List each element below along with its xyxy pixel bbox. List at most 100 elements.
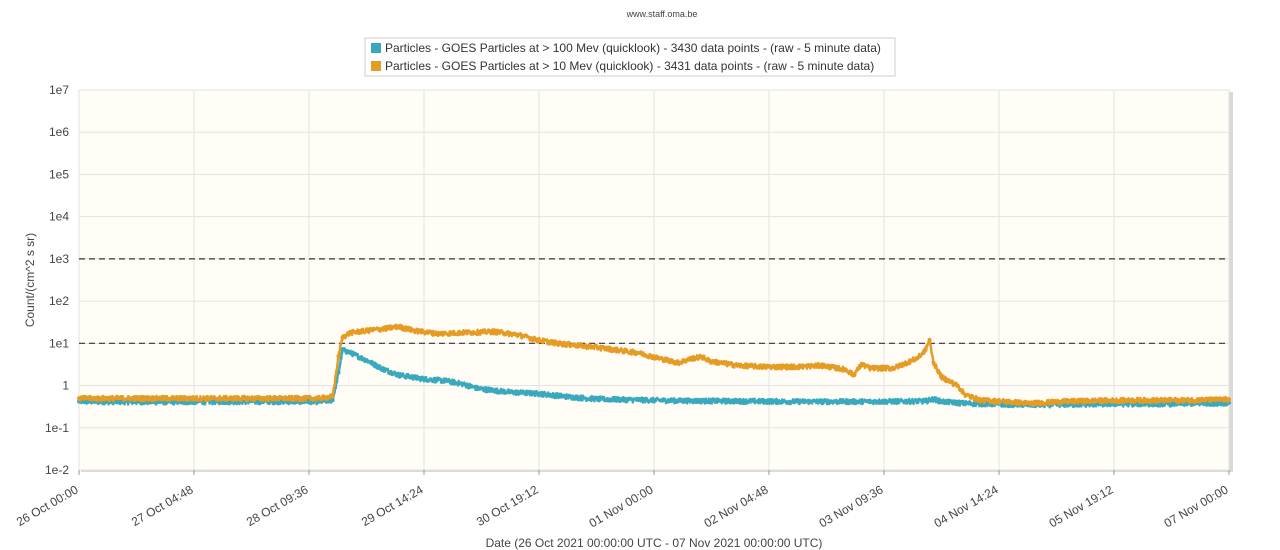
series-1-point-45 bbox=[1095, 398, 1100, 403]
y-tick-label-1e1: 1e1 bbox=[49, 336, 69, 350]
series-0-point-22 bbox=[795, 399, 800, 404]
y-tick-label-1e5: 1e5 bbox=[49, 167, 69, 181]
x-tick-label-10: 07 Nov 00:00 bbox=[1162, 482, 1231, 530]
series-0-point-19 bbox=[636, 397, 640, 402]
series-0-point-20 bbox=[676, 398, 680, 403]
series-0-point-8 bbox=[364, 358, 369, 363]
x-tick-label-9: 05 Nov 19:12 bbox=[1047, 482, 1116, 530]
x-tick-label-1: 27 Oct 04:48 bbox=[129, 482, 196, 529]
series-1-point-28 bbox=[819, 363, 824, 368]
series-1-point-17 bbox=[556, 341, 561, 346]
series-1-point-16 bbox=[536, 338, 541, 342]
series-1-point-14 bbox=[492, 329, 497, 334]
series-1-point-22 bbox=[691, 356, 696, 360]
y-axis-title: Count/(cm^2 s sr) bbox=[23, 233, 37, 327]
series-1-point-34 bbox=[915, 356, 920, 360]
x-tick-label-2: 28 Oct 09:36 bbox=[244, 482, 311, 529]
series-0-point-1 bbox=[156, 399, 161, 404]
x-tick-label-0: 26 Oct 00:00 bbox=[14, 482, 81, 529]
series-0-point-13 bbox=[460, 381, 465, 386]
series-0-point-14 bbox=[476, 386, 481, 391]
legend-label-100mev[interactable]: Particles - GOES Particles at > 100 Mev … bbox=[385, 41, 881, 55]
series-1-point-44 bbox=[1059, 399, 1064, 404]
series-1-point-31 bbox=[859, 362, 864, 367]
series-1-point-9 bbox=[380, 326, 385, 331]
series-1-point-20 bbox=[656, 356, 660, 360]
x-tick-label-5: 01 Nov 00:00 bbox=[587, 482, 656, 530]
series-1-point-43 bbox=[1027, 401, 1032, 406]
series-1-point-32 bbox=[867, 366, 872, 370]
series-0-point-23 bbox=[875, 399, 880, 404]
series-1-point-47 bbox=[1175, 398, 1180, 403]
series-1-point-7 bbox=[348, 330, 353, 335]
series-1-point-27 bbox=[795, 364, 800, 369]
series-1-point-8 bbox=[364, 328, 369, 333]
series-1-point-6 bbox=[340, 335, 345, 340]
series-1-point-48 bbox=[1227, 397, 1231, 402]
y-tick-label-1e4: 1e4 bbox=[49, 210, 69, 224]
legend-swatch-100mev[interactable] bbox=[371, 43, 381, 53]
series-1-point-35 bbox=[923, 347, 928, 352]
series-1-point-10 bbox=[396, 324, 401, 329]
series-0-point-17 bbox=[564, 394, 569, 399]
series-1-point-41 bbox=[979, 398, 984, 403]
series-1-point-1 bbox=[156, 396, 161, 401]
series-1-point-36 bbox=[927, 338, 932, 342]
series-0-point-15 bbox=[508, 390, 513, 395]
series-1-point-0 bbox=[77, 396, 81, 401]
series-1-point-19 bbox=[636, 350, 640, 355]
series-0-point-12 bbox=[444, 378, 449, 383]
y-tick-label-1e6: 1e6 bbox=[49, 125, 69, 139]
legend-swatch-10mev[interactable] bbox=[371, 61, 381, 71]
y-tick-label-1: 1 bbox=[62, 379, 69, 393]
legend-label-10mev[interactable]: Particles - GOES Particles at > 10 Mev (… bbox=[385, 59, 874, 73]
series-1-point-11 bbox=[412, 328, 417, 333]
x-tick-label-3: 29 Oct 14:24 bbox=[359, 482, 426, 529]
series-1-point-25 bbox=[735, 363, 740, 368]
series-0-point-21 bbox=[735, 399, 740, 403]
x-tick-label-4: 30 Oct 19:12 bbox=[474, 482, 541, 529]
series-1-point-29 bbox=[843, 367, 848, 372]
series-1-point-37 bbox=[931, 360, 936, 365]
series-1-point-15 bbox=[516, 332, 521, 337]
series-1-point-21 bbox=[676, 360, 680, 365]
y-tick-label-1e3: 1e3 bbox=[49, 252, 69, 266]
series-1 bbox=[77, 323, 1231, 407]
y-tick-label-1e7: 1e7 bbox=[49, 83, 69, 97]
series-1-point-2 bbox=[236, 396, 241, 401]
series-1-point-24 bbox=[707, 359, 712, 364]
series-0-point-5 bbox=[336, 370, 341, 375]
series-0-point-25 bbox=[931, 397, 936, 401]
y-tick-label-1e-2: 1e-2 bbox=[45, 463, 69, 477]
legend: Particles - GOES Particles at > 100 Mev … bbox=[364, 37, 896, 77]
series-line-1 bbox=[77, 323, 1231, 407]
series-1-point-18 bbox=[596, 345, 601, 350]
series-0-point-16 bbox=[536, 391, 541, 396]
series-1-point-46 bbox=[1135, 398, 1140, 403]
series-0-point-10 bbox=[396, 372, 401, 377]
series-1-point-38 bbox=[939, 374, 944, 379]
series-1-point-5 bbox=[336, 354, 341, 358]
series-1-point-39 bbox=[955, 383, 960, 388]
series-1-point-12 bbox=[436, 331, 441, 336]
x-tick-label-7: 03 Nov 09:36 bbox=[817, 482, 886, 530]
series-1-point-30 bbox=[851, 372, 856, 377]
series-0-point-6 bbox=[340, 347, 345, 352]
series-0-point-7 bbox=[348, 350, 353, 355]
y-tick-labels: 1e-2 1e-1 1 1e1 1e2 1e3 1e4 1e5 1e6 1e7 bbox=[45, 83, 69, 477]
y-tick-label-1e-1: 1e-1 bbox=[45, 421, 69, 435]
series-0-point-9 bbox=[380, 366, 385, 371]
legend-box bbox=[364, 37, 896, 77]
series-1-point-40 bbox=[963, 392, 968, 397]
source-label: www.staff.oma.be bbox=[626, 9, 698, 19]
series-layer bbox=[77, 323, 1231, 409]
series-0-point-24 bbox=[923, 399, 928, 403]
series-0-point-26 bbox=[939, 399, 944, 404]
series-1-point-26 bbox=[763, 364, 768, 369]
grid bbox=[78, 89, 1230, 471]
x-tick-label-6: 02 Nov 04:48 bbox=[702, 482, 771, 530]
series-0-point-18 bbox=[596, 397, 601, 401]
series-0-point-4 bbox=[330, 398, 335, 403]
series-1-point-13 bbox=[460, 330, 465, 335]
